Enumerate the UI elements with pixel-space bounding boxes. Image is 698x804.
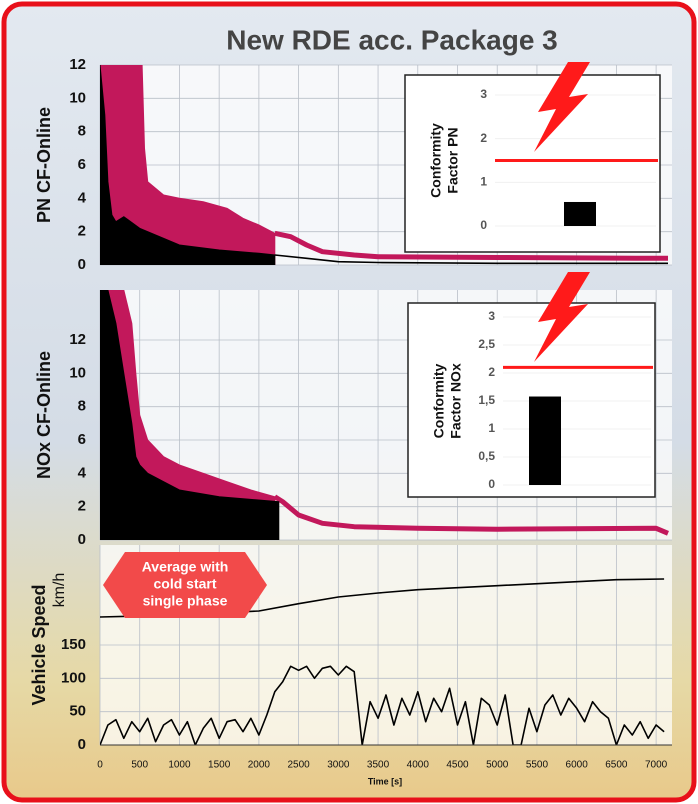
y-tick-label: 6 <box>78 156 86 173</box>
bar <box>564 201 596 226</box>
y-tick-label: 6 <box>78 431 86 448</box>
y-tick-label: 2 <box>488 365 495 379</box>
chart-title: New RDE acc. Package 3 <box>226 24 558 55</box>
y-tick-label: 0 <box>488 477 495 491</box>
x-tick-label: 6500 <box>605 760 628 771</box>
lightning-icon <box>534 62 590 152</box>
annotation: cold start <box>153 576 216 592</box>
x-tick-label: 7000 <box>645 760 668 771</box>
y-tick-label: 0 <box>480 218 487 232</box>
x-tick-label: 2500 <box>287 760 310 771</box>
x-tick-label: 3000 <box>327 760 350 771</box>
y-tick-label: 0,5 <box>478 449 495 463</box>
y-tick-label: 0 <box>78 736 86 753</box>
y-tick-label: 50 <box>69 703 86 720</box>
x-tick-label: 5000 <box>486 760 509 771</box>
y-axis-title: NOx CF-Online <box>34 351 54 479</box>
line <box>273 494 669 536</box>
y-tick-label: 4 <box>78 189 87 206</box>
y-tick-label: 10 <box>69 364 86 381</box>
line <box>274 254 668 265</box>
y-tick-label: 12 <box>69 56 86 73</box>
x-tick-label: 5500 <box>526 760 549 771</box>
y-tick-label: 1 <box>488 421 495 435</box>
x-tick-label: 1000 <box>168 760 191 771</box>
series-group <box>100 290 669 540</box>
y-tick-label: 0 <box>78 531 86 548</box>
annotation: Average with <box>142 559 229 575</box>
y-tick-label: 10 <box>69 89 86 106</box>
y-tick-label: 2 <box>78 223 86 240</box>
y-tick-label: 12 <box>69 331 86 348</box>
x-axis-title: Time [s] <box>368 776 402 786</box>
x-tick-label: 3500 <box>367 760 390 771</box>
x-tick-label: 500 <box>131 760 148 771</box>
y-tick-label: 8 <box>78 123 86 140</box>
x-tick-label: 4500 <box>446 760 469 771</box>
inset-y-title: Factor NOx <box>448 363 464 439</box>
line <box>274 230 668 261</box>
x-tick-label: 4000 <box>407 760 430 771</box>
annotation-box <box>103 552 267 618</box>
inset-y-title: Conformity <box>431 363 447 438</box>
y-tick-label: 1,5 <box>478 393 495 407</box>
line <box>100 665 665 745</box>
y-axis-title: Vehicle Speed <box>29 584 49 705</box>
area <box>100 65 276 265</box>
x-tick-label: 6000 <box>566 760 589 771</box>
y-tick-label: 4 <box>78 464 87 481</box>
y-tick-label: 2,5 <box>478 337 495 351</box>
x-tick-label: 1500 <box>208 760 231 771</box>
y-tick-label: 3 <box>488 309 495 323</box>
y-tick-label: 2 <box>480 131 487 145</box>
x-tick-label: 2000 <box>248 760 271 771</box>
inset-box <box>404 74 661 253</box>
y-tick-label: 8 <box>78 398 86 415</box>
y-axis-title: PN CF-Online <box>34 107 54 223</box>
bar <box>529 396 561 485</box>
y-tick-label: 100 <box>61 669 86 686</box>
inset-y-title: Conformity <box>428 123 444 198</box>
x-tick-label: 0 <box>97 760 103 771</box>
y-tick-label: 1 <box>480 175 487 189</box>
y-axis-unit: km/h <box>51 573 68 608</box>
y-tick-label: 0 <box>78 256 86 273</box>
y-tick-label: 3 <box>480 87 487 101</box>
series-group <box>100 65 668 265</box>
annotation: single phase <box>143 593 228 609</box>
y-tick-label: 150 <box>61 636 86 653</box>
area <box>100 290 280 540</box>
y-tick-label: 2 <box>78 498 86 515</box>
lightning-icon <box>534 272 590 362</box>
inset-y-title: Factor PN <box>445 127 461 193</box>
